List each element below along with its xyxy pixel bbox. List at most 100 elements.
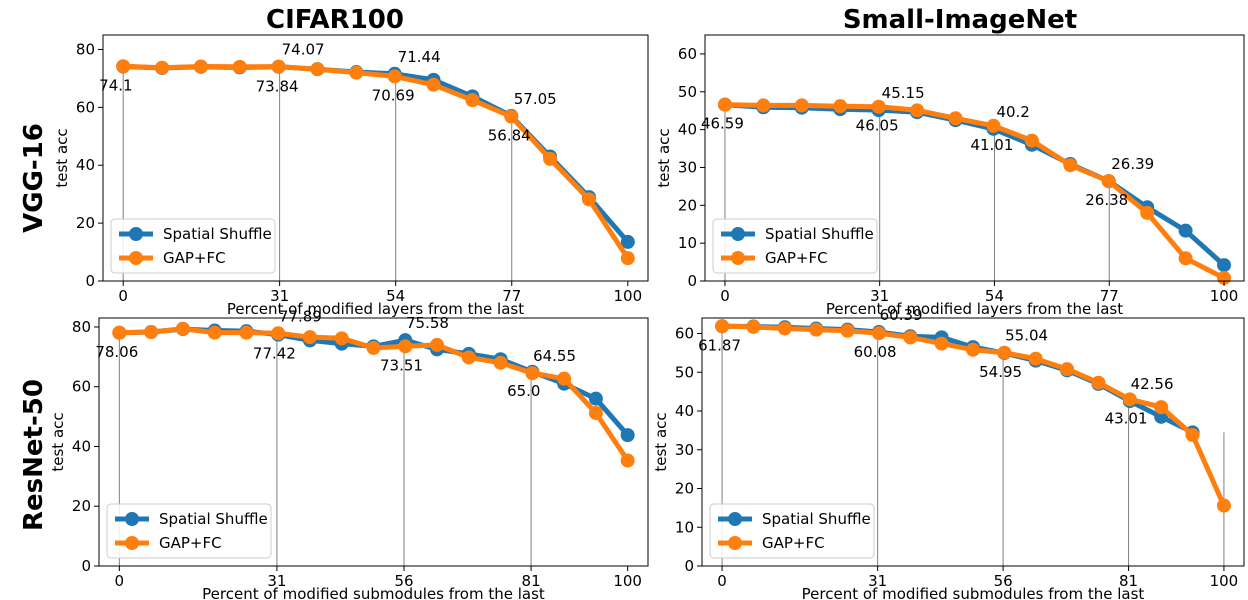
data-point-gap_fc [910,103,925,118]
data-point-gap_fc [620,453,635,468]
data-label: 46.05 [856,117,899,135]
data-point-gap_fc [398,339,413,354]
data-point-spatial_shuffle [620,234,635,249]
data-point-gap_fc [756,98,771,113]
data-point-gap_fc [116,59,131,74]
y-tick-label: 20 [675,480,694,498]
data-point-gap_fc [1101,174,1116,189]
y-axis-label: test acc [49,412,67,471]
data-label: 74.07 [282,41,325,59]
x-axis-label: Percent of modified layers from the last [227,300,524,318]
data-label: 65.0 [507,382,540,400]
data-point-gap_fc [426,77,441,92]
data-point-gap_fc [493,355,508,370]
data-point-gap_fc [934,336,949,351]
y-tick-label: 50 [678,83,697,101]
legend-label-spatial_shuffle: Spatial Shuffle [762,510,871,528]
y-tick-label: 0 [81,557,91,575]
data-point-gap_fc [966,342,980,357]
y-tick-label: 40 [72,437,91,455]
y-tick-label: 30 [678,158,697,176]
data-point-spatial_shuffle [620,428,635,443]
data-point-gap_fc [334,331,349,346]
y-tick-label: 50 [675,363,694,381]
data-point-gap_fc [302,330,317,345]
data-point-gap_fc [1024,133,1039,148]
x-tick-label: 100 [1210,572,1239,590]
panel-1: 0 31 54 77 100 0 10 20 30 40 50 60 Percent of modifi… [655,34,1245,318]
data-point-gap_fc [430,337,445,352]
x-tick-label: 31 [270,287,289,305]
x-tick-label: 81 [1119,572,1138,590]
data-label: 64.55 [533,347,576,365]
data-point-gap_fc [986,118,1001,133]
panel-2: 0 31 56 81 100 0 20 40 60 80 Percent of modified s… [49,307,649,600]
x-axis-label: Percent of modified layers from the last [826,300,1123,318]
data-point-gap_fc [175,321,190,336]
data-point-gap_fc [746,319,761,334]
data-label: 77.89 [279,307,322,325]
y-axis-label: test acc [655,128,673,187]
data-point-gap_fc [239,325,254,340]
y-tick-label: 80 [76,40,95,58]
x-tick-label: 100 [1210,287,1239,305]
data-point-gap_fc [1154,400,1169,415]
data-label: 26.38 [1085,191,1128,209]
x-tick-label: 31 [868,572,887,590]
y-tick-label: 60 [675,325,694,343]
data-point-gap_fc [715,319,730,334]
x-tick-label: 54 [985,287,1004,305]
data-label: 43.01 [1105,409,1148,427]
legend-label-gap_fc: GAP+FC [159,534,222,552]
panel-0: 0 31 54 77 100 0 20 40 60 80 Percent of modified l… [53,34,649,318]
data-point-gap_fc [581,192,596,207]
x-tick-label: 31 [870,287,889,305]
data-point-gap_fc [777,321,792,336]
data-point-gap_fc [366,340,381,355]
x-tick-label: 0 [720,287,730,305]
legend-label-spatial_shuffle: Spatial Shuffle [163,225,272,243]
data-label: 78.06 [95,343,138,361]
data-point-gap_fc [525,366,540,381]
data-label: 41.01 [970,136,1013,154]
data-point-gap_fc [310,62,325,77]
y-tick-label: 0 [85,272,95,290]
data-point-gap_fc [112,325,127,340]
x-tick-label: 100 [613,287,642,305]
y-tick-label: 40 [678,121,697,139]
y-axis-label: test acc [652,412,670,471]
data-label: 56.84 [488,126,531,144]
legend-marker-spatial_shuffle [728,512,742,526]
x-tick-label: 0 [118,287,128,305]
axes-frame [98,317,649,567]
data-point-gap_fc [809,322,824,337]
data-point-gap_fc [557,371,572,386]
y-tick-label: 20 [678,196,697,214]
data-point-gap_fc [144,325,159,340]
data-point-gap_fc [155,60,170,75]
data-point-gap_fc [349,65,364,80]
data-point-gap_fc [620,251,635,266]
y-tick-label: 80 [72,318,91,336]
x-tick-label: 0 [717,572,727,590]
data-label: 26.39 [1111,155,1154,173]
legend-label-gap_fc: GAP+FC [765,249,828,267]
legend-label-gap_fc: GAP+FC [163,249,226,267]
data-label: 77.42 [253,345,296,363]
data-point-gap_fc [794,98,809,113]
x-tick-label: 56 [994,572,1013,590]
legend-marker-gap_fc [731,251,745,265]
data-label: 40.2 [996,103,1029,121]
y-tick-label: 10 [678,234,697,252]
data-point-gap_fc [1091,375,1106,390]
axes-frame [102,34,649,282]
data-point-gap_fc [588,406,603,421]
data-point-gap_fc [1185,428,1200,443]
data-point-gap_fc [504,109,519,124]
x-tick-label: 77 [502,287,521,305]
data-point-gap_fc [717,97,732,112]
panel-3: 0 31 56 81 100 0 10 20 30 40 50 60 Percent of modifi… [652,306,1245,600]
data-point-gap_fc [997,345,1012,360]
data-point-gap_fc [207,325,222,340]
